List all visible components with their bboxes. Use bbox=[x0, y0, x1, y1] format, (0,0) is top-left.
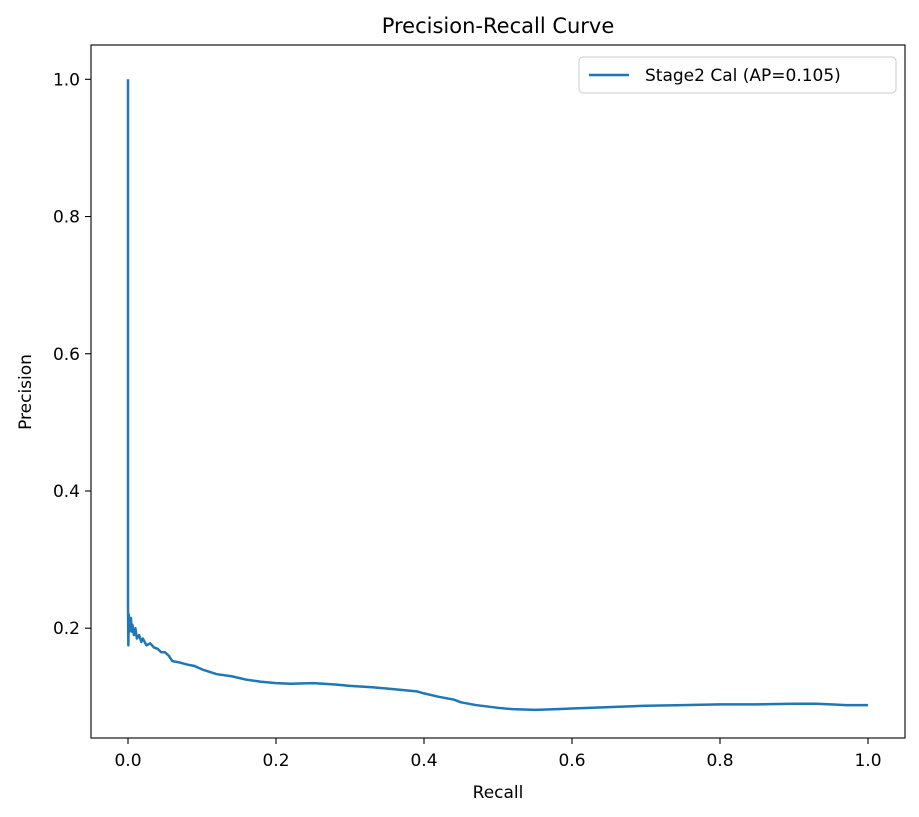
x-tick-label: 0.8 bbox=[706, 751, 733, 771]
x-axis-label: Recall bbox=[473, 783, 524, 803]
legend-box bbox=[578, 56, 897, 94]
y-axis-label: Precision bbox=[16, 354, 36, 430]
series-line-0 bbox=[126, 79, 868, 712]
plot-frame bbox=[90, 44, 906, 739]
y-tick-label: 0.4 bbox=[53, 482, 80, 502]
y-tick-label: 0.8 bbox=[53, 208, 80, 228]
x-tick-label: 0.2 bbox=[262, 751, 289, 771]
legend: Stage2 Cal (AP=0.105) bbox=[578, 56, 897, 94]
plot-background bbox=[91, 45, 905, 738]
legend-entry-label: Stage2 Cal (AP=0.105) bbox=[645, 66, 841, 86]
x-axis-ticks: 0.0 0.2 0.4 0.6 0.8 1.0 bbox=[114, 738, 882, 771]
chart-title: Precision-Recall Curve bbox=[382, 14, 615, 38]
x-tick-label: 0.4 bbox=[410, 751, 437, 771]
x-tick-label: 1.0 bbox=[854, 751, 881, 771]
y-tick-label: 1.0 bbox=[53, 70, 80, 90]
y-tick-label: 0.6 bbox=[53, 345, 80, 365]
y-tick-label: 0.2 bbox=[53, 619, 80, 639]
curve-layer bbox=[126, 79, 868, 712]
x-tick-label: 0.0 bbox=[114, 751, 141, 771]
x-tick-label: 0.6 bbox=[558, 751, 585, 771]
y-axis-ticks: 0.2 0.4 0.6 0.8 1.0 bbox=[53, 70, 91, 639]
